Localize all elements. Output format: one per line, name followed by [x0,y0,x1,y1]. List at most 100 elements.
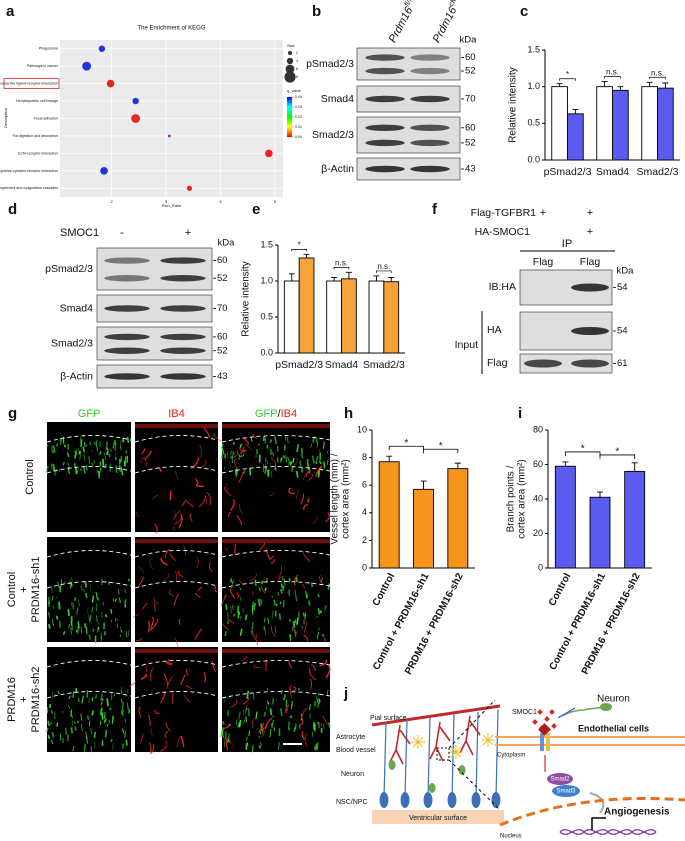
ib4-vessel [186,500,194,508]
gfp-signal [310,443,313,448]
gfp-signal [69,582,73,589]
gfp-signal [57,581,60,589]
highlight-box [3,78,60,90]
gfp-signal [80,713,83,721]
panel-label: i [518,405,522,422]
gfp-signal [224,630,227,637]
blot-strip [96,364,213,389]
ib4-vessel [230,499,235,511]
gfp-signal [72,745,75,752]
gfp-signal [121,702,125,711]
marker-label: 54 [617,282,628,293]
ib4-vessel [290,457,298,470]
column-name: Prdm16 [387,4,416,44]
gfp-signal [308,704,311,711]
gfp-signal [120,629,123,633]
blood-vessel [389,724,411,765]
significance-bracket [376,270,392,273]
gfp-signal [74,597,77,602]
ib4-vessel [253,664,261,669]
ib4-vessel [138,706,142,718]
gfp-signal [80,439,83,447]
blood-vessel [459,715,481,756]
gfp-signal [237,722,240,728]
gfp-signal [68,624,70,629]
pial-vessels [135,424,218,428]
micrograph [47,422,131,532]
gfp-signal [101,739,104,747]
ib4-vessel [230,587,236,599]
marker-label: 52 [465,137,476,148]
category-label: Phagosome [39,47,58,51]
gfp-signal [226,738,230,743]
gfp-signal [121,728,125,734]
gfp-signal [316,696,319,704]
category-label: Neuroactive ligand-receptor interaction [0,82,58,86]
gfp-signal [88,456,91,464]
ib4-vessel [214,585,218,593]
gfp-signal [280,689,283,694]
gfp-signal [317,692,320,696]
gfp-signal [100,578,104,585]
y-tick-label: 0.5 [260,311,273,321]
gfp-signal [48,623,51,629]
diagram-label: Smad3 [556,789,576,795]
error-bar [386,455,393,462]
gfp-signal [322,441,325,449]
gfp-signal [106,698,109,707]
ib4-vessel [312,516,319,525]
blot-band [410,124,450,131]
gfp-signal [84,592,88,599]
error-bar [562,461,569,467]
marker-label: 61 [617,358,628,369]
gfp-signal [291,626,294,631]
panel-label: h [344,405,353,422]
ib4-vessel [206,492,211,506]
gfp-signal [326,689,329,696]
gfp-signal [287,457,290,461]
marker-label: 43 [217,371,228,382]
ib4-vessel [307,497,310,504]
gfp-signal [90,728,93,735]
blot-strip [519,353,613,374]
ib4-vessel [234,544,237,556]
gfp-signal [288,727,291,731]
gfp-signal [255,711,258,720]
ip-column: Flag [580,256,601,268]
diagram-label: Neuron [597,694,630,705]
row-label: Control [6,572,18,607]
ib4-vessel [322,715,328,725]
ib4-vessel [148,714,151,726]
gfp-signal [62,631,66,635]
significance-label: * [566,70,569,79]
gfp-signal [85,444,88,447]
gfp-signal [75,688,78,693]
astrocyte [411,735,425,749]
radial-glia-fiber [495,709,499,799]
gfp-signal [66,452,70,458]
ib4-vessel [225,737,229,751]
smad2-shape [547,773,573,785]
significance-label: n.s. [606,68,619,77]
gfp-signal [269,439,273,443]
ib4-vessel [292,628,298,635]
gfp-signal [51,450,55,454]
y-tick-label: 2 [362,535,367,545]
treatment-label: HA-SMOC1 [475,226,531,238]
gfp-signal [64,727,68,735]
gfp-signal [222,721,225,725]
blot-band [160,257,206,264]
ib4-vessel [258,722,265,734]
gfp-signal [289,461,292,466]
gfp-signal [251,744,254,753]
zoom-box [436,747,450,761]
gfp-signal [103,711,106,719]
column-header: GFP/IB4 [255,408,297,420]
blot-band [104,275,150,282]
ib4-vessel [303,621,307,633]
gfp-signal [116,618,119,622]
gfp-signal [238,454,241,458]
pial-vessels [222,649,330,653]
gfp-signal [220,454,223,460]
panel-label: d [8,201,17,218]
